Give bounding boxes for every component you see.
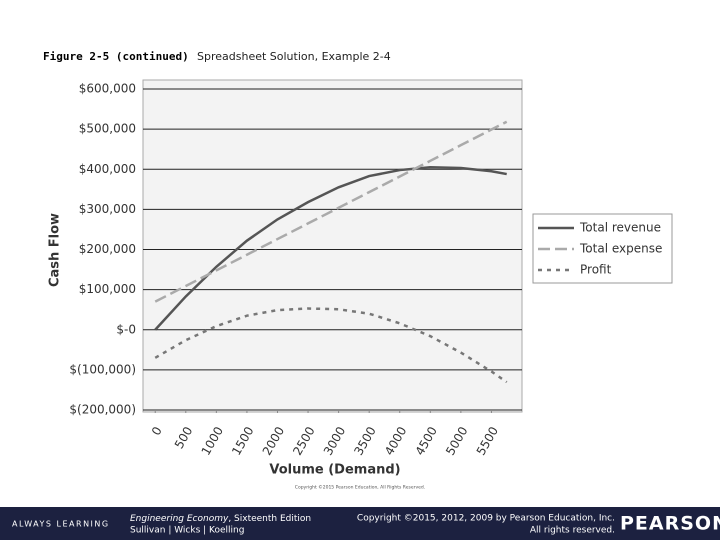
y-tick-label: $600,000 — [79, 82, 136, 96]
plot-area — [142, 79, 523, 413]
legend-label: Total revenue — [579, 221, 661, 235]
book-title: Engineering Economy — [130, 514, 229, 524]
x-axis-label: Volume (Demand) — [269, 463, 400, 478]
y-tick-label: $300,000 — [79, 202, 136, 216]
footer-book: Engineering Economy, Sixteenth Edition — [130, 514, 311, 524]
x-tick-label: 5000 — [443, 424, 470, 457]
x-tick-label: 4500 — [413, 424, 440, 457]
book-edition: , Sixteenth Edition — [228, 514, 311, 524]
y-tick-label: $200,000 — [79, 242, 136, 256]
series-line — [154, 120, 508, 303]
x-tick-label: 3500 — [351, 424, 378, 457]
y-tick-label: $(100,000) — [69, 362, 136, 376]
footer-rights: All rights reserved. — [530, 526, 615, 536]
x-tick-label: 4000 — [382, 424, 409, 457]
y-tick-label: $100,000 — [79, 282, 136, 296]
copyright-note: Copyright ©2015 Pearson Education, All R… — [295, 484, 425, 491]
x-tick-label: 1500 — [229, 424, 256, 457]
x-tick-label: 1000 — [199, 424, 226, 457]
y-tick-label: $-0 — [116, 322, 136, 336]
x-tick-label: 2500 — [290, 424, 317, 457]
footer-copyright: Copyright ©2015, 2012, 2009 by Pearson E… — [357, 514, 615, 524]
y-tick-label: $400,000 — [79, 162, 136, 176]
y-tick-label: $(200,000) — [69, 403, 136, 417]
y-axis-label: Cash Flow — [48, 213, 63, 287]
legend-label: Total expense — [579, 242, 662, 256]
footer-publisher: PEARSON — [620, 513, 720, 535]
x-tick-label: 2000 — [260, 424, 287, 457]
footer-bar — [0, 507, 720, 540]
x-tick-label: 3000 — [321, 424, 348, 457]
x-tick-label: 500 — [172, 424, 196, 451]
y-tick-label: $500,000 — [79, 122, 136, 136]
footer-tagline: ALWAYS LEARNING — [12, 520, 110, 529]
chart-title: Spreadsheet Solution, Example 2-4 — [197, 50, 391, 63]
figure-label: Figure 2-5 (continued) — [43, 50, 189, 63]
series-line — [154, 165, 507, 331]
footer-authors: Sullivan | Wicks | Koelling — [130, 526, 244, 536]
x-tick-label: 5500 — [474, 424, 501, 457]
series-line — [154, 307, 508, 384]
x-tick-label: 0 — [149, 424, 165, 438]
legend-label: Profit — [580, 263, 612, 277]
